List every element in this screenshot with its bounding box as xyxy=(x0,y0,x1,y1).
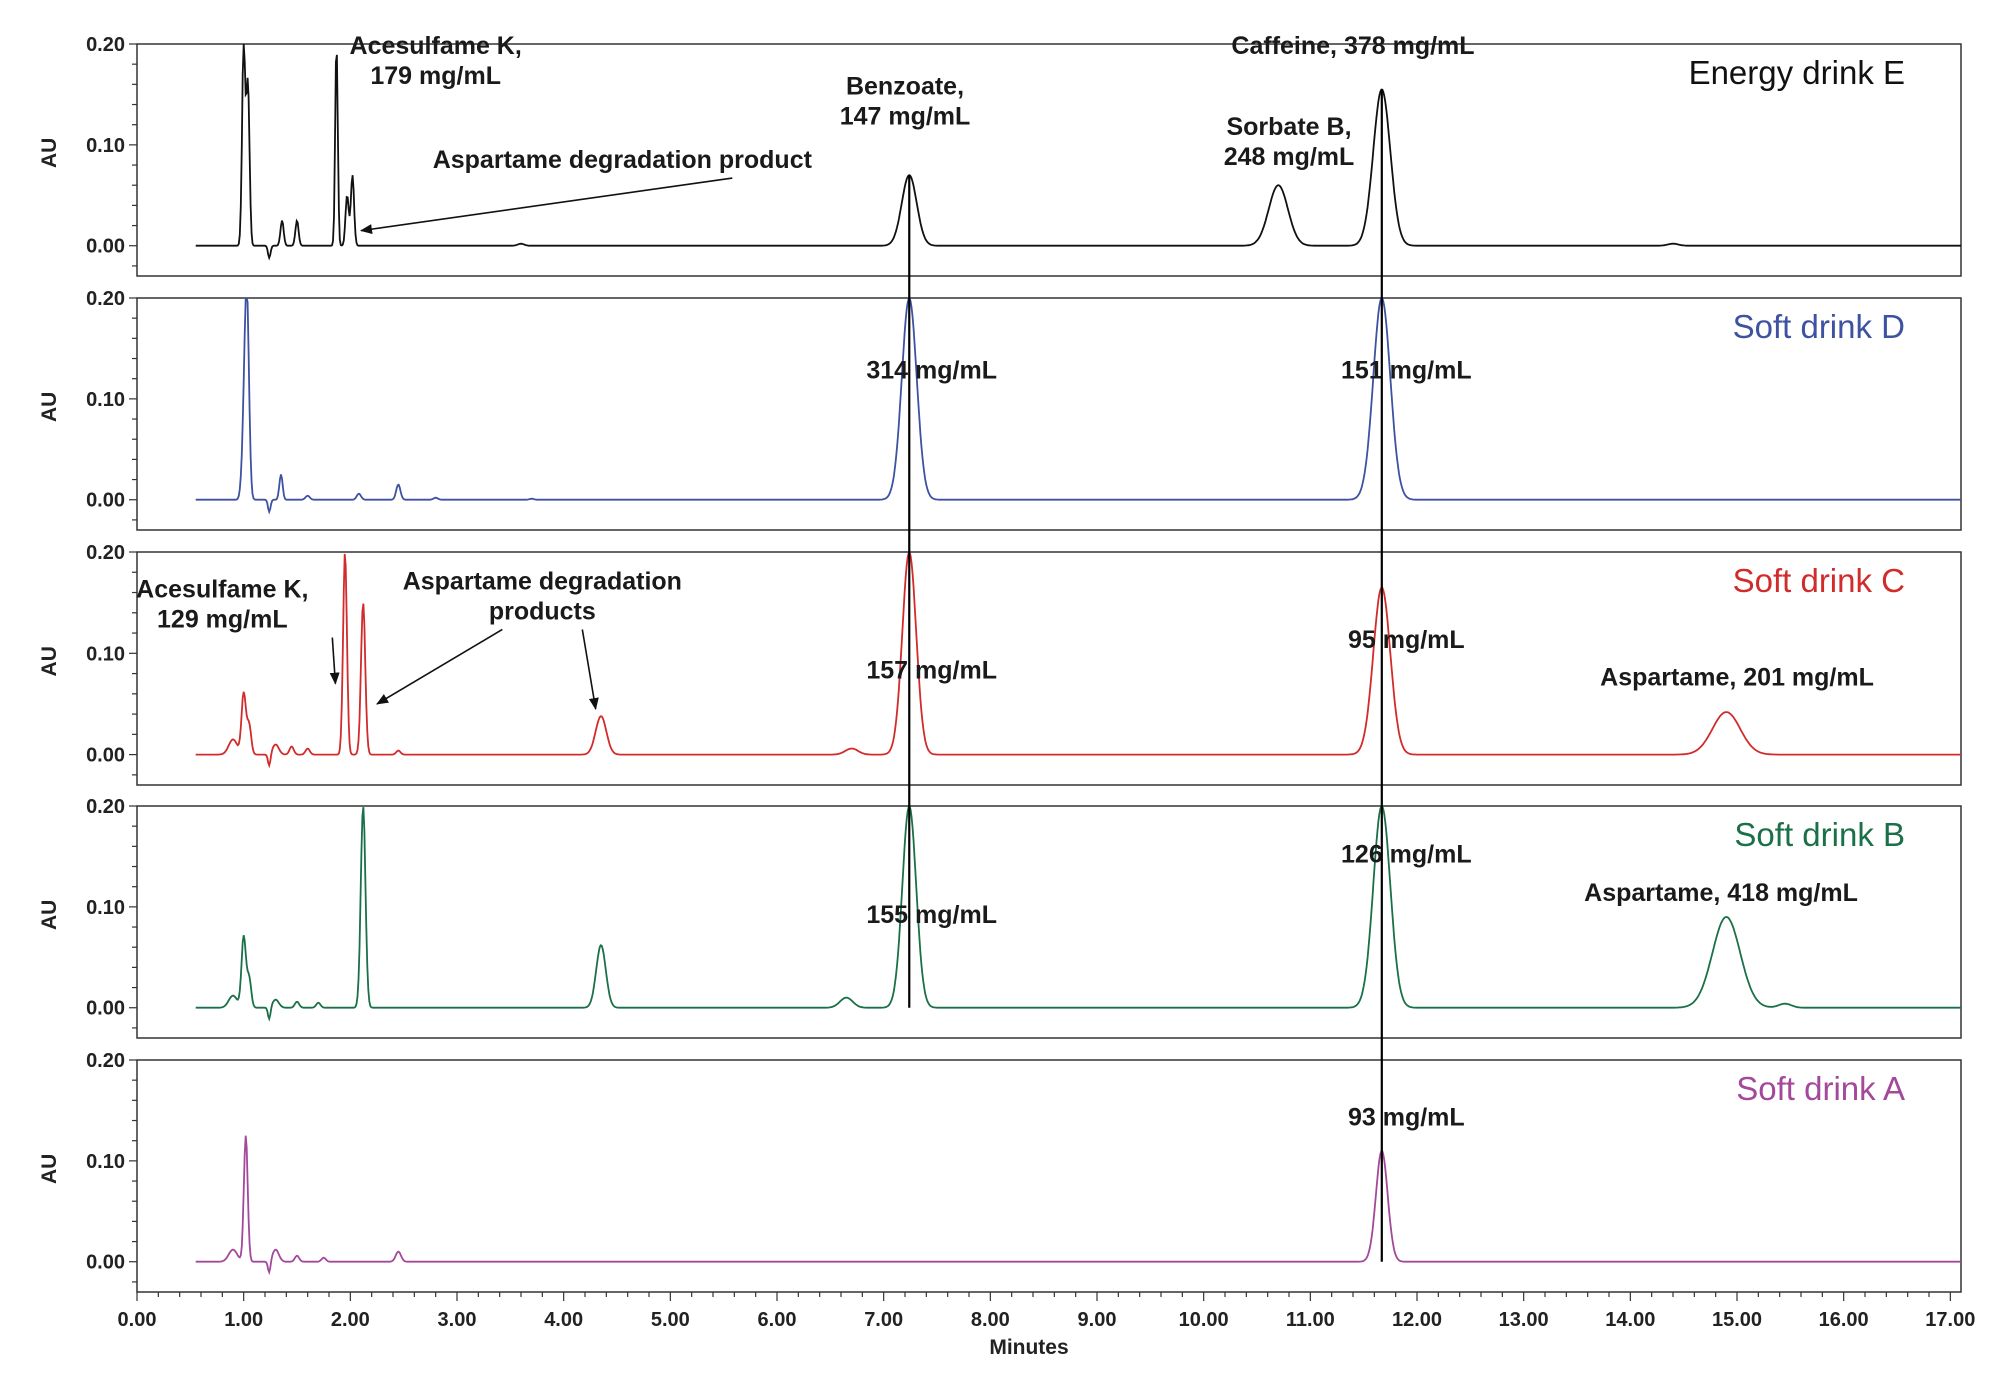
peak-annotation: Aspartame degradation xyxy=(403,567,682,595)
annotation-arrow xyxy=(376,628,503,705)
y-tick-label: 0.00 xyxy=(86,1252,125,1274)
peak-annotation: 157 mg/mL xyxy=(866,657,997,685)
x-tick-label: 2.00 xyxy=(331,1309,370,1331)
peak-annotation: 147 mg/mL xyxy=(840,102,971,130)
y-tick-label: 0.20 xyxy=(86,796,125,818)
y-axis-label: AU xyxy=(38,138,61,168)
peak-annotation: 93 mg/mL xyxy=(1348,1104,1465,1132)
trace-line xyxy=(195,298,1961,515)
peak-annotation: Aspartame degradation product xyxy=(433,146,813,174)
series-title: Energy drink E xyxy=(1689,54,1905,91)
x-tick-label: 16.00 xyxy=(1819,1309,1869,1331)
x-tick-label: 10.00 xyxy=(1179,1309,1229,1331)
y-axis-label: AU xyxy=(38,1154,61,1184)
annotation-arrow xyxy=(360,177,733,235)
y-tick-label: 0.00 xyxy=(86,998,125,1020)
x-tick-label: 14.00 xyxy=(1605,1309,1655,1331)
x-tick-label: 9.00 xyxy=(1078,1309,1117,1331)
x-tick-label: 12.00 xyxy=(1392,1309,1442,1331)
panel-frame xyxy=(136,1059,1962,1293)
x-tick-label: 1.00 xyxy=(224,1309,263,1331)
trace-line xyxy=(195,806,1961,1022)
annotation-arrow xyxy=(581,629,599,711)
series-title: Soft drink B xyxy=(1734,816,1905,853)
annotation-arrow xyxy=(329,637,340,685)
peak-annotation: 314 mg/mL xyxy=(866,357,997,385)
peak-annotation: 151 mg/mL xyxy=(1341,357,1472,385)
peak-annotation: Aspartame, 418 mg/mL xyxy=(1584,879,1858,907)
peak-annotation: Aspartame, 201 mg/mL xyxy=(1600,664,1874,692)
x-tick-label: 8.00 xyxy=(971,1309,1010,1331)
x-tick-label: 0.00 xyxy=(118,1309,157,1331)
x-tick-label: 7.00 xyxy=(864,1309,903,1331)
peak-annotation: Sorbate B, xyxy=(1226,113,1351,141)
panel-2: 0.00 0.10 0.20 AU Soft drink D 314 mg/mL 151 m… xyxy=(38,288,1962,531)
peak-annotation: Acesulfame K, xyxy=(350,32,522,60)
x-tick-label: 3.00 xyxy=(438,1309,477,1331)
x-tick-label: 4.00 xyxy=(544,1309,583,1331)
panel-frame xyxy=(136,805,1962,1039)
trace-line xyxy=(195,1135,1961,1276)
x-tick-label: 17.00 xyxy=(1925,1309,1975,1331)
y-tick-label: 0.10 xyxy=(86,135,125,157)
series-title: Soft drink C xyxy=(1733,562,1905,599)
x-tick-label: 5.00 xyxy=(651,1309,690,1331)
peak-annotation: 129 mg/mL xyxy=(157,606,288,634)
y-tick-label: 0.00 xyxy=(86,490,125,512)
y-tick-label: 0.10 xyxy=(86,643,125,665)
y-axis-label: AU xyxy=(38,392,61,422)
x-tick-label: 6.00 xyxy=(758,1309,797,1331)
panel-4: 0.00 0.10 0.20 AU Soft drink B 126 mg/mL Aspar… xyxy=(38,796,1962,1039)
y-tick-label: 0.10 xyxy=(86,1151,125,1173)
panel-frame xyxy=(136,297,1962,531)
series-title: Soft drink A xyxy=(1736,1070,1905,1107)
y-tick-label: 0.10 xyxy=(86,897,125,919)
y-axis-label: AU xyxy=(38,900,61,930)
y-axis-label: AU xyxy=(38,646,61,676)
y-tick-label: 0.20 xyxy=(86,1050,125,1072)
y-tick-label: 0.10 xyxy=(86,389,125,411)
peak-annotation: 155 mg/mL xyxy=(866,901,997,929)
peak-annotation: 179 mg/mL xyxy=(370,62,501,90)
peak-annotation: products xyxy=(489,597,596,625)
peak-annotation: Benzoate, xyxy=(846,72,964,100)
panel-1: 0.00 0.10 0.20 AU Energy drink E Acesulfame K… xyxy=(38,32,1962,277)
x-tick-label: 11.00 xyxy=(1286,1309,1335,1331)
y-tick-label: 0.20 xyxy=(86,288,125,310)
x-tick-label: 13.00 xyxy=(1499,1309,1549,1331)
trace-line xyxy=(195,552,1961,769)
peak-annotation: Caffeine, 378 mg/mL xyxy=(1231,32,1474,60)
y-tick-label: 0.00 xyxy=(86,236,125,258)
peak-annotation: 248 mg/mL xyxy=(1224,143,1355,171)
panel-5: 0.00 0.10 0.20 AU Soft drink A 93 mg/mL xyxy=(38,1050,1962,1293)
peak-annotation: 95 mg/mL xyxy=(1348,626,1465,654)
peak-annotation: 126 mg/mL xyxy=(1341,840,1472,868)
y-tick-label: 0.20 xyxy=(86,542,125,564)
x-tick-label: 15.00 xyxy=(1712,1309,1762,1331)
peak-annotation: Acesulfame K, xyxy=(136,576,308,604)
series-title: Soft drink D xyxy=(1733,308,1905,345)
y-tick-label: 0.00 xyxy=(86,745,125,767)
trace-line xyxy=(195,44,1961,261)
panel-frame xyxy=(136,43,1962,277)
y-tick-label: 0.20 xyxy=(86,34,125,56)
panel-frame xyxy=(136,551,1962,786)
x-axis-label: Minutes xyxy=(989,1336,1068,1359)
